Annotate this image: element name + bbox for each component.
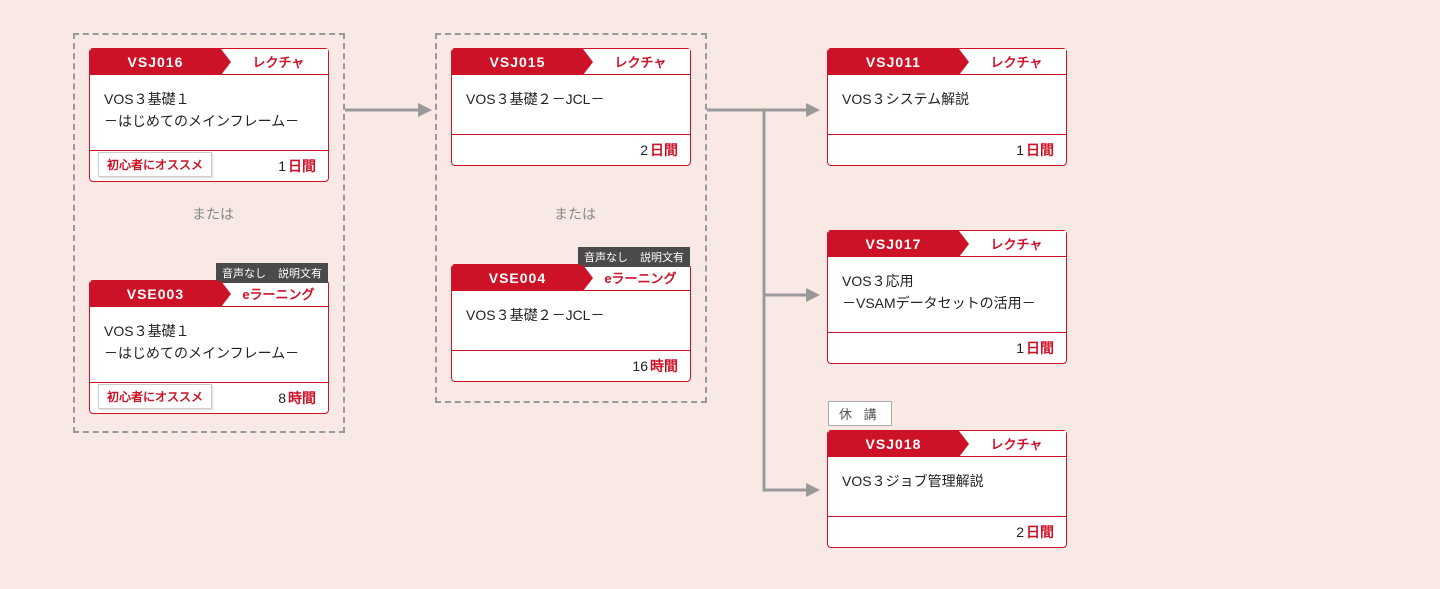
duration-unit: 時間 [288, 388, 316, 408]
card-code: VSJ016 [90, 49, 221, 74]
duration-unit: 日間 [1026, 338, 1054, 358]
card-code: VSE003 [90, 281, 221, 306]
card-header: VSJ017レクチャ [828, 231, 1066, 257]
card-code: VSJ017 [828, 231, 959, 256]
course-card-VSE004[interactable]: 音声なし説明文有VSE004eラーニングVOS３基礎２－JCL－16時間 [451, 264, 691, 382]
card-footer: 8時間 初心者にオススメ [90, 383, 328, 413]
arrow-head-icon [418, 103, 432, 117]
duration-unit: 日間 [1026, 522, 1054, 542]
card-above-tags: 音声なし説明文有 [216, 263, 328, 283]
duration-value: 1 [278, 158, 286, 174]
card-type: レクチャ [959, 231, 1066, 256]
card-footer: 16時間 [452, 351, 690, 381]
card-code: VSJ018 [828, 431, 959, 456]
duration-value: 8 [278, 390, 286, 406]
card-header: VSE003eラーニング [90, 281, 328, 307]
or-label: または [173, 204, 253, 224]
card-title: VOS３基礎１－はじめてのメインフレーム－ [90, 307, 328, 383]
duration-unit: 日間 [1026, 140, 1054, 160]
card-title: VOS３システム解説 [828, 75, 1066, 135]
arrow-head-icon [806, 288, 820, 302]
tag-dark: 説明文有 [634, 247, 690, 267]
arrow-elbow [764, 110, 808, 295]
or-label: または [535, 204, 615, 224]
card-title: VOS３基礎１－はじめてのメインフレーム－ [90, 75, 328, 151]
suspended-tag: 休 講 [828, 401, 892, 426]
arrow-elbow [764, 110, 808, 490]
card-type: レクチャ [221, 49, 328, 74]
course-card-VSJ015[interactable]: VSJ015レクチャVOS３基礎２－JCL－2日間 [451, 48, 691, 166]
duration-value: 2 [1016, 524, 1024, 540]
course-card-VSJ018[interactable]: 休 講VSJ018レクチャVOS３ジョブ管理解説2日間 [827, 430, 1067, 548]
card-header: VSJ018レクチャ [828, 431, 1066, 457]
card-footer: 2日間 [828, 517, 1066, 547]
duration-unit: 時間 [650, 356, 678, 376]
duration-value: 2 [640, 142, 648, 158]
course-card-VSJ017[interactable]: VSJ017レクチャVOS３応用－VSAMデータセットの活用－1日間 [827, 230, 1067, 364]
card-footer: 2日間 [452, 135, 690, 165]
duration-unit: 日間 [288, 156, 316, 176]
card-title: VOS３基礎２－JCL－ [452, 291, 690, 351]
duration-value: 1 [1016, 340, 1024, 356]
card-code: VSE004 [452, 265, 583, 290]
card-type: eラーニング [221, 281, 328, 306]
course-card-VSE003[interactable]: 音声なし説明文有VSE003eラーニングVOS３基礎１－はじめてのメインフレーム… [89, 280, 329, 414]
card-title: VOS３ジョブ管理解説 [828, 457, 1066, 517]
card-code: VSJ015 [452, 49, 583, 74]
card-type: eラーニング [583, 265, 690, 290]
card-title: VOS３応用－VSAMデータセットの活用－ [828, 257, 1066, 333]
card-type: レクチャ [959, 49, 1066, 74]
duration-unit: 日間 [650, 140, 678, 160]
card-title: VOS３基礎２－JCL－ [452, 75, 690, 135]
arrow-head-icon [806, 483, 820, 497]
card-type: レクチャ [959, 431, 1066, 456]
card-footer: 1日間 [828, 333, 1066, 363]
duration-value: 1 [1016, 142, 1024, 158]
duration-value: 16 [632, 358, 648, 374]
card-footer: 1日間 初心者にオススメ [90, 151, 328, 181]
card-code: VSJ011 [828, 49, 959, 74]
card-header: VSJ011レクチャ [828, 49, 1066, 75]
card-above-tags: 音声なし説明文有 [578, 247, 690, 267]
course-card-VSJ016[interactable]: VSJ016レクチャVOS３基礎１－はじめてのメインフレーム－ 1日間 初心者にオス… [89, 48, 329, 182]
course-card-VSJ011[interactable]: VSJ011レクチャVOS３システム解説1日間 [827, 48, 1067, 166]
flowchart-canvas: またはまたはVSJ016レクチャVOS３基礎１－はじめてのメインフレーム－1日間… [0, 0, 1440, 589]
card-header: VSE004eラーニング [452, 265, 690, 291]
tag-dark: 音声なし [216, 263, 272, 283]
card-footer: 1日間 [828, 135, 1066, 165]
card-header: VSJ016レクチャ [90, 49, 328, 75]
beginner-badge: 初心者にオススメ [98, 384, 212, 409]
card-type: レクチャ [583, 49, 690, 74]
arrow-head-icon [806, 103, 820, 117]
card-header: VSJ015レクチャ [452, 49, 690, 75]
beginner-badge: 初心者にオススメ [98, 152, 212, 177]
tag-dark: 説明文有 [272, 263, 328, 283]
tag-dark: 音声なし [578, 247, 634, 267]
